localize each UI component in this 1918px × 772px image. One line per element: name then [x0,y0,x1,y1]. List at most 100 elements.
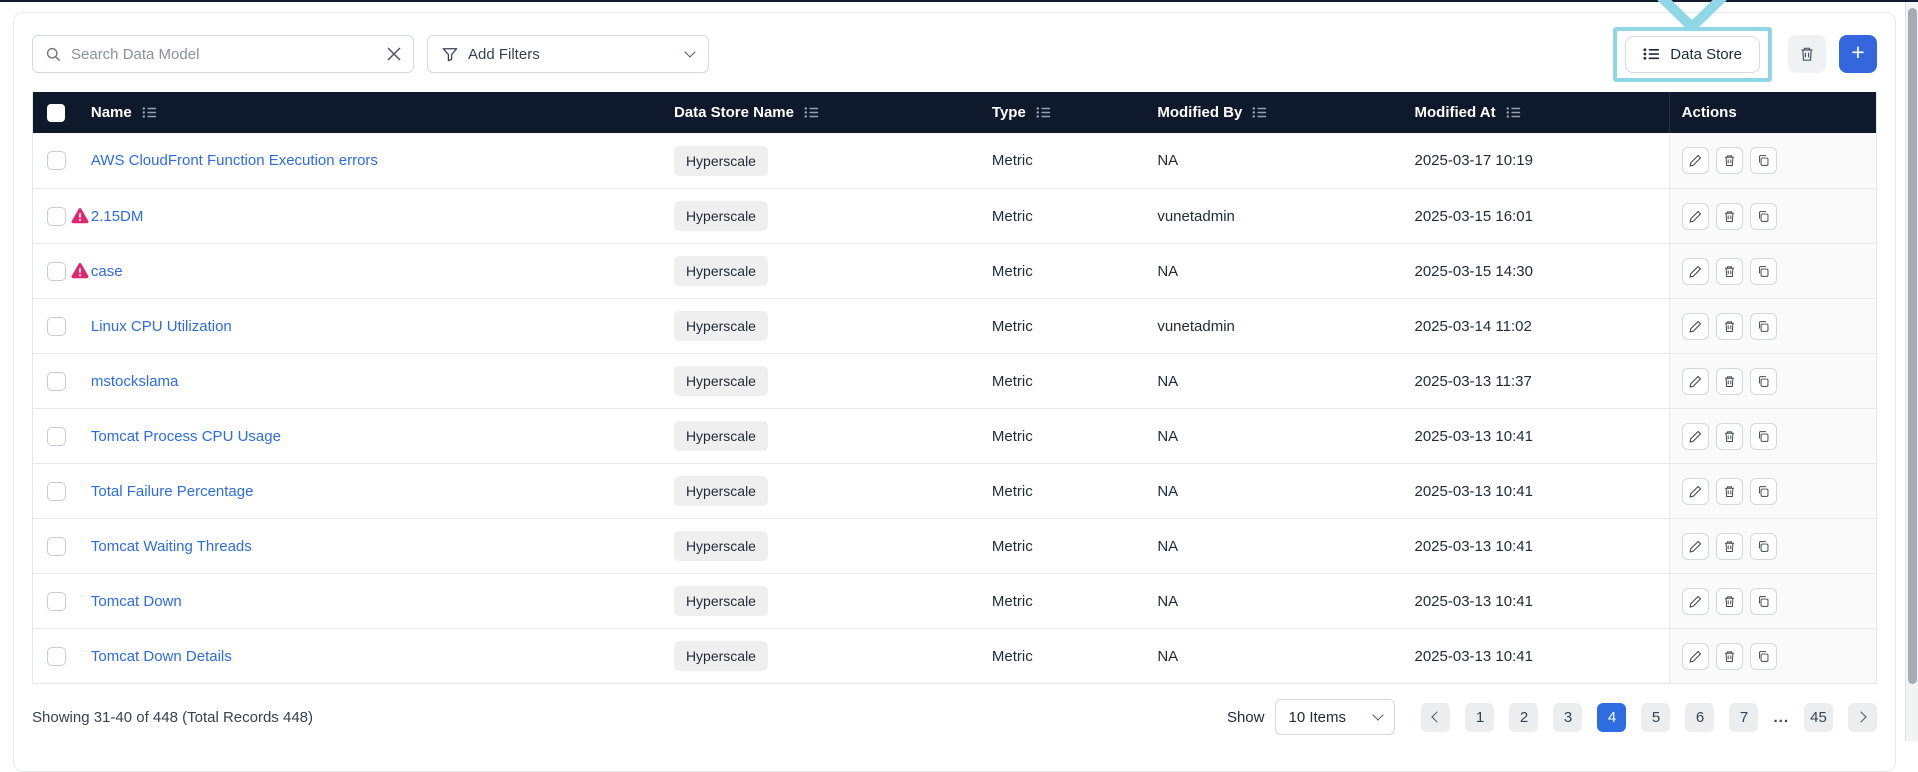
row-checkbox[interactable] [47,646,66,666]
column-header-modified-at: Modified At [1414,104,1496,121]
row-name-link[interactable]: Tomcat Down Details [90,647,232,665]
row-modified-at: 2025-03-13 10:41 [1414,482,1533,500]
row-name-link[interactable]: AWS CloudFront Function Execution errors [90,152,378,169]
row-checkbox[interactable] [47,371,66,391]
trash-icon [1724,320,1734,332]
page-button-3[interactable]: 3 [1553,702,1583,732]
table-row: Tomcat Process CPU Usage Hyperscale Metr… [33,408,1877,463]
sort-icon[interactable] [1252,106,1268,119]
previous-page-button[interactable] [1421,702,1451,732]
row-checkbox[interactable] [47,481,66,501]
delete-button[interactable] [1715,202,1743,230]
row-name-link[interactable]: case [90,262,123,280]
delete-button[interactable] [1715,312,1743,340]
row-name-link[interactable]: Total Failure Percentage [90,482,254,500]
delete-button[interactable] [1715,367,1743,395]
row-modified-at: 2025-03-13 10:41 [1414,427,1533,445]
row-name-link[interactable]: Linux CPU Utilization [90,317,232,335]
delete-button[interactable] [1715,532,1743,560]
row-checkbox[interactable] [47,591,66,611]
row-checkbox[interactable] [47,261,66,281]
row-modified-by: NA [1157,592,1179,610]
copy-button[interactable] [1749,422,1777,450]
page-button-5[interactable]: 5 [1641,702,1671,732]
copy-button[interactable] [1749,202,1777,230]
row-name-link[interactable]: Tomcat Down [90,592,182,610]
copy-button[interactable] [1749,587,1777,615]
row-modified-at: 2025-03-17 10:19 [1414,152,1533,169]
sort-icon[interactable] [142,106,158,119]
trash-icon [1724,595,1734,607]
pencil-icon [1689,375,1701,388]
column-header-data-store-name: Data Store Name [673,104,794,121]
row-modified-by: NA [1157,372,1179,390]
row-name-link[interactable]: mstockslama [90,372,179,390]
page-size-value: 10 Items [1288,708,1347,726]
delete-button[interactable] [1715,422,1743,450]
next-page-button[interactable] [1848,702,1877,732]
pencil-icon [1689,430,1701,443]
copy-button[interactable] [1749,257,1777,285]
pencil-icon [1689,540,1701,553]
edit-button[interactable] [1681,532,1709,560]
scrollbar-thumb[interactable] [1908,8,1917,684]
copy-icon [1758,650,1769,662]
add-data-model-button[interactable]: + [1839,35,1877,73]
copy-icon [1758,430,1769,442]
pages-ellipsis[interactable]: ... [1773,708,1789,726]
edit-button[interactable] [1681,642,1709,670]
chevron-down-icon [684,46,696,58]
row-checkbox[interactable] [47,151,66,170]
select-all-checkbox[interactable] [47,103,65,122]
copy-button[interactable] [1749,477,1777,505]
data-store-badge: Hyperscale [673,256,768,286]
sort-icon[interactable] [1506,106,1522,119]
page-button-45[interactable]: 45 [1804,702,1833,732]
page-button-6[interactable]: 6 [1685,702,1715,732]
edit-button[interactable] [1681,477,1709,505]
row-name-link[interactable]: 2.15DM [90,207,144,225]
page-button-1[interactable]: 1 [1465,702,1495,732]
page-size-select[interactable]: 10 Items [1275,699,1396,735]
search-box[interactable] [32,35,414,73]
delete-button[interactable] [1715,477,1743,505]
sort-icon[interactable] [804,106,820,119]
row-checkbox[interactable] [47,536,66,556]
delete-button[interactable] [1715,587,1743,615]
clear-search-icon[interactable] [387,47,401,61]
bulk-delete-button[interactable] [1788,35,1826,73]
edit-button[interactable] [1681,587,1709,615]
delete-button[interactable] [1715,642,1743,670]
copy-button[interactable] [1749,532,1777,560]
table-row: Total Failure Percentage Hyperscale Metr… [33,463,1877,518]
edit-button[interactable] [1681,147,1709,174]
page-button-4[interactable]: 4 [1597,702,1627,732]
pencil-icon [1689,265,1701,278]
delete-button[interactable] [1715,257,1743,285]
edit-button[interactable] [1681,257,1709,285]
copy-button[interactable] [1749,312,1777,340]
add-filters-dropdown[interactable]: Add Filters [427,35,709,73]
row-checkbox[interactable] [47,206,66,226]
vertical-scrollbar[interactable] [1905,2,1918,741]
copy-button[interactable] [1749,147,1777,174]
row-name-link[interactable]: Tomcat Process CPU Usage [90,427,281,445]
delete-button[interactable] [1715,147,1743,174]
copy-button[interactable] [1749,367,1777,395]
edit-button[interactable] [1681,312,1709,340]
data-store-button[interactable]: Data Store [1625,35,1760,73]
edit-button[interactable] [1681,202,1709,230]
row-checkbox[interactable] [47,316,66,336]
page-button-2[interactable]: 2 [1509,702,1539,732]
row-name-link[interactable]: Tomcat Waiting Threads [90,537,252,555]
edit-button[interactable] [1681,367,1709,395]
search-input[interactable] [71,45,378,63]
page-button-7[interactable]: 7 [1729,702,1759,732]
toolbar: Add Filters Data Store + [32,26,1877,82]
copy-button[interactable] [1749,642,1777,670]
sort-icon[interactable] [1036,106,1052,119]
copy-icon [1758,375,1769,387]
warning-icon [70,207,90,225]
row-checkbox[interactable] [47,426,66,446]
edit-button[interactable] [1681,422,1709,450]
